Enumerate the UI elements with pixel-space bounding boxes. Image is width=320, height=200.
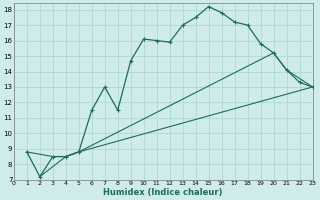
- X-axis label: Humidex (Indice chaleur): Humidex (Indice chaleur): [103, 188, 223, 197]
